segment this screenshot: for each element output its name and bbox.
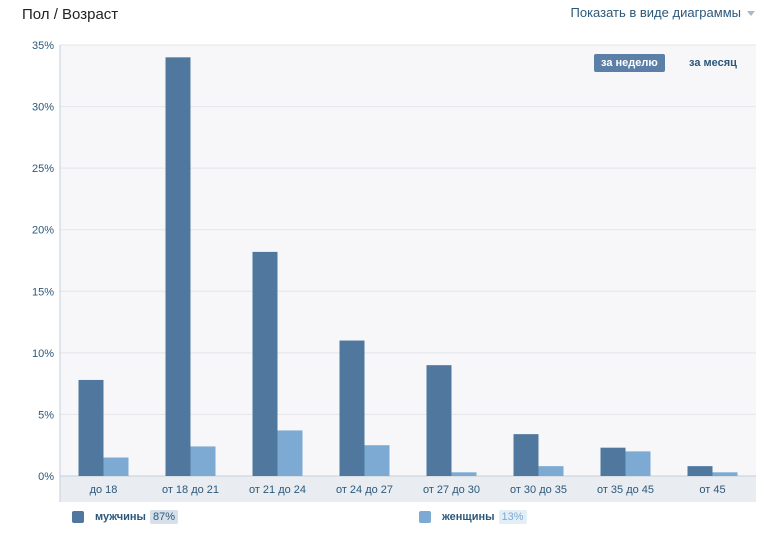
bar-men bbox=[165, 57, 191, 477]
bar-women bbox=[364, 445, 390, 476]
x-tick-label: от 27 до 30 bbox=[423, 484, 480, 496]
bar-men bbox=[513, 434, 539, 476]
y-tick-label: 5% bbox=[38, 409, 54, 421]
y-tick-label: 15% bbox=[32, 286, 54, 298]
bar-women bbox=[190, 446, 216, 476]
y-tick-label: 10% bbox=[32, 348, 54, 360]
period-month-button[interactable]: за месяц bbox=[689, 57, 737, 69]
bar-men bbox=[339, 340, 365, 476]
legend-label-women: женщины bbox=[442, 511, 495, 523]
x-tick-label: от 21 до 24 bbox=[249, 484, 306, 496]
legend-swatch-men bbox=[72, 511, 84, 523]
legend-swatch-women bbox=[419, 511, 431, 523]
bar-men bbox=[600, 447, 626, 476]
bar-men bbox=[426, 365, 452, 476]
legend-percent-men: 87% bbox=[149, 510, 178, 524]
legend-item-men[interactable]: мужчины 87% bbox=[72, 510, 178, 524]
period-week-button[interactable]: за неделю bbox=[594, 54, 665, 72]
x-axis-band bbox=[60, 476, 756, 502]
x-tick-label: от 45 bbox=[699, 484, 725, 496]
y-tick-label: 30% bbox=[32, 102, 54, 114]
legend-item-women[interactable]: женщины 13% bbox=[419, 510, 527, 524]
x-tick-label: от 30 до 35 bbox=[510, 484, 567, 496]
y-tick-label: 0% bbox=[38, 471, 54, 483]
x-tick-label: от 35 до 45 bbox=[597, 484, 654, 496]
show-as-diagram-label: Показать в виде диаграммы bbox=[570, 5, 742, 20]
bar-women bbox=[277, 430, 303, 476]
legend-percent-women: 13% bbox=[498, 510, 527, 524]
bar-women bbox=[451, 472, 477, 476]
show-as-diagram-link[interactable]: Показать в виде диаграммы bbox=[570, 5, 755, 20]
plot-area bbox=[60, 45, 756, 476]
chevron-down-icon bbox=[747, 11, 755, 16]
y-tick-label: 35% bbox=[32, 40, 54, 52]
x-tick-label: от 24 до 27 bbox=[336, 484, 393, 496]
bar-women bbox=[625, 451, 651, 476]
bar-women bbox=[538, 466, 564, 476]
bar-women bbox=[103, 457, 129, 476]
y-tick-label: 20% bbox=[32, 225, 54, 237]
x-tick-label: от 18 до 21 bbox=[162, 484, 219, 496]
bar-men bbox=[687, 466, 713, 476]
bar-women bbox=[712, 472, 738, 476]
chart-title: Пол / Возраст bbox=[22, 6, 119, 23]
bar-men bbox=[78, 379, 104, 476]
x-tick-label: до 18 bbox=[90, 484, 118, 496]
bar-men bbox=[252, 251, 278, 476]
y-tick-label: 25% bbox=[32, 163, 54, 175]
legend-label-men: мужчины bbox=[95, 511, 146, 523]
